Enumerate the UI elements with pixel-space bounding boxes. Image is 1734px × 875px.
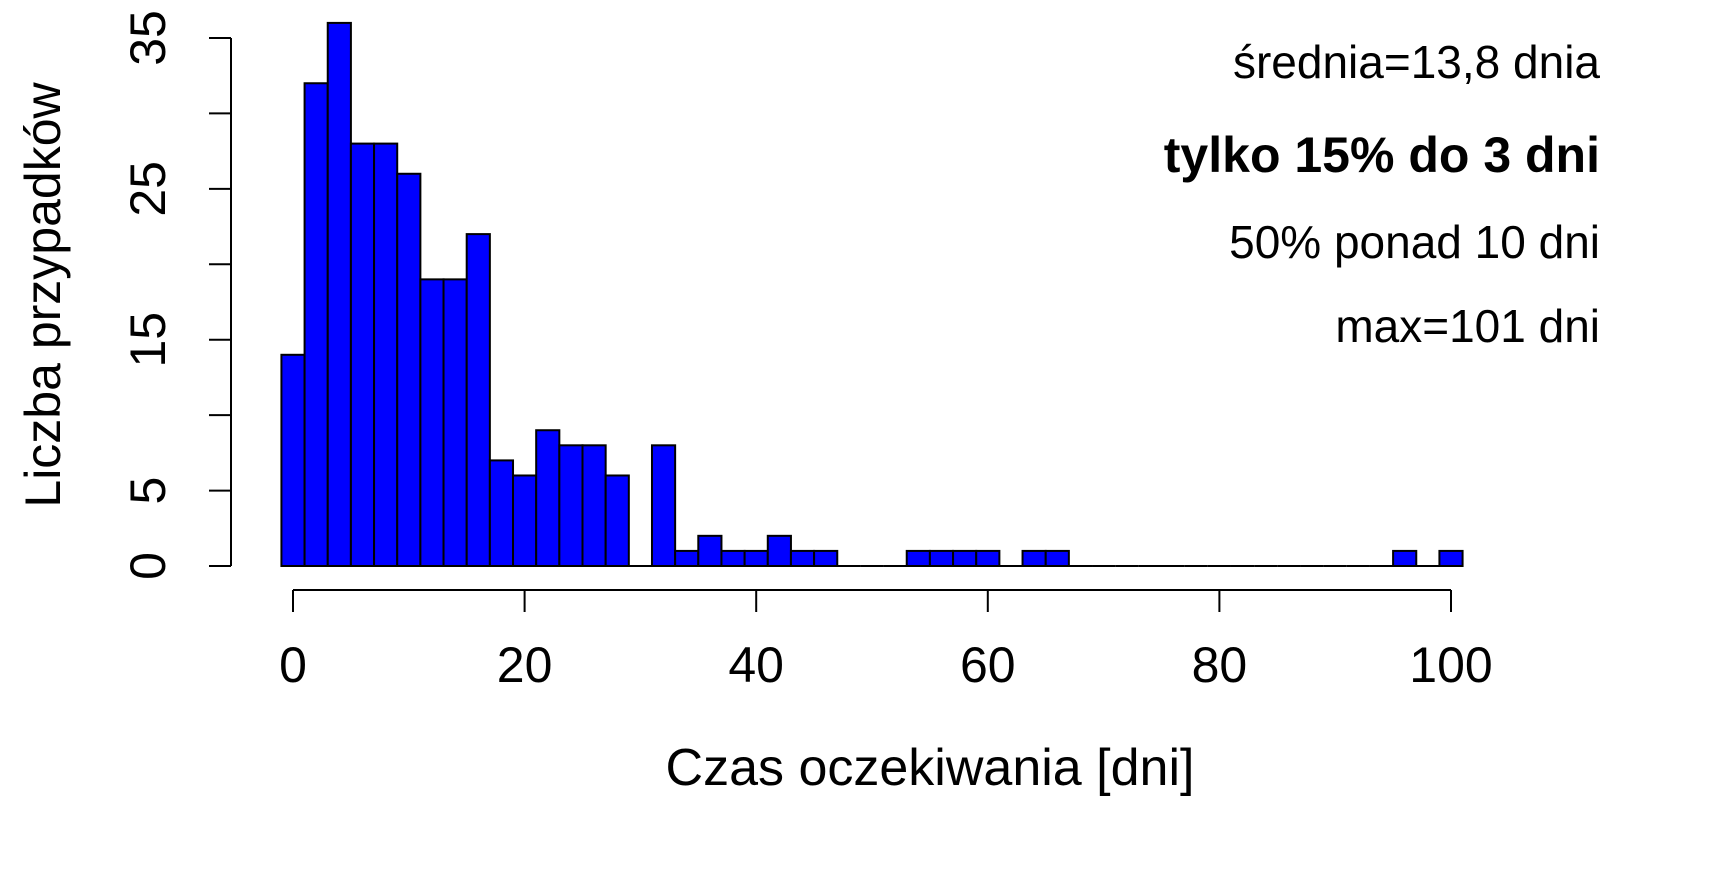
x-tick-label: 0 xyxy=(279,637,307,693)
bar xyxy=(396,172,422,567)
bar xyxy=(697,534,723,568)
x-tick-label: 40 xyxy=(728,637,784,693)
x-axis-title: Czas oczekiwania [dni] xyxy=(666,739,1195,797)
annotation: średnia=13,8 dnia xyxy=(1233,36,1600,88)
bar xyxy=(1438,549,1464,568)
bar xyxy=(1392,549,1418,568)
bar xyxy=(720,549,746,568)
y-tick-label: 5 xyxy=(120,477,176,505)
annotation: tylko 15% do 3 dni xyxy=(1164,127,1600,183)
bar xyxy=(442,278,468,567)
bar xyxy=(650,444,677,568)
bar xyxy=(905,549,931,568)
bar xyxy=(952,549,978,568)
annotation: 50% ponad 10 dni xyxy=(1229,216,1600,268)
bar xyxy=(535,429,561,568)
bar xyxy=(1021,549,1047,568)
bar xyxy=(1044,549,1070,568)
x-tick-label: 80 xyxy=(1192,637,1248,693)
bar xyxy=(280,353,306,567)
bar xyxy=(766,534,792,568)
bar xyxy=(349,142,376,567)
bar xyxy=(419,278,445,567)
annotation: max=101 dni xyxy=(1335,300,1600,352)
x-tick-label: 100 xyxy=(1409,637,1492,693)
y-tick-label: 15 xyxy=(120,312,176,368)
bar xyxy=(512,474,538,568)
bar xyxy=(581,444,607,568)
bar xyxy=(465,233,491,567)
bar xyxy=(488,459,515,568)
x-tick-label: 20 xyxy=(497,637,553,693)
y-tick-label: 35 xyxy=(120,10,176,66)
bar xyxy=(604,474,630,568)
bar xyxy=(813,549,839,568)
bar xyxy=(326,21,352,568)
y-tick-label: 0 xyxy=(120,552,176,580)
bar xyxy=(789,549,816,568)
bar xyxy=(975,549,1001,568)
y-axis-title: Liczba przypadków xyxy=(15,82,71,508)
bar xyxy=(743,549,769,568)
bar xyxy=(928,549,955,568)
bar xyxy=(558,444,584,568)
bar xyxy=(373,142,399,567)
x-tick-label: 60 xyxy=(960,637,1016,693)
y-tick-label: 25 xyxy=(120,161,176,217)
bar xyxy=(674,549,700,568)
bar xyxy=(303,82,329,568)
